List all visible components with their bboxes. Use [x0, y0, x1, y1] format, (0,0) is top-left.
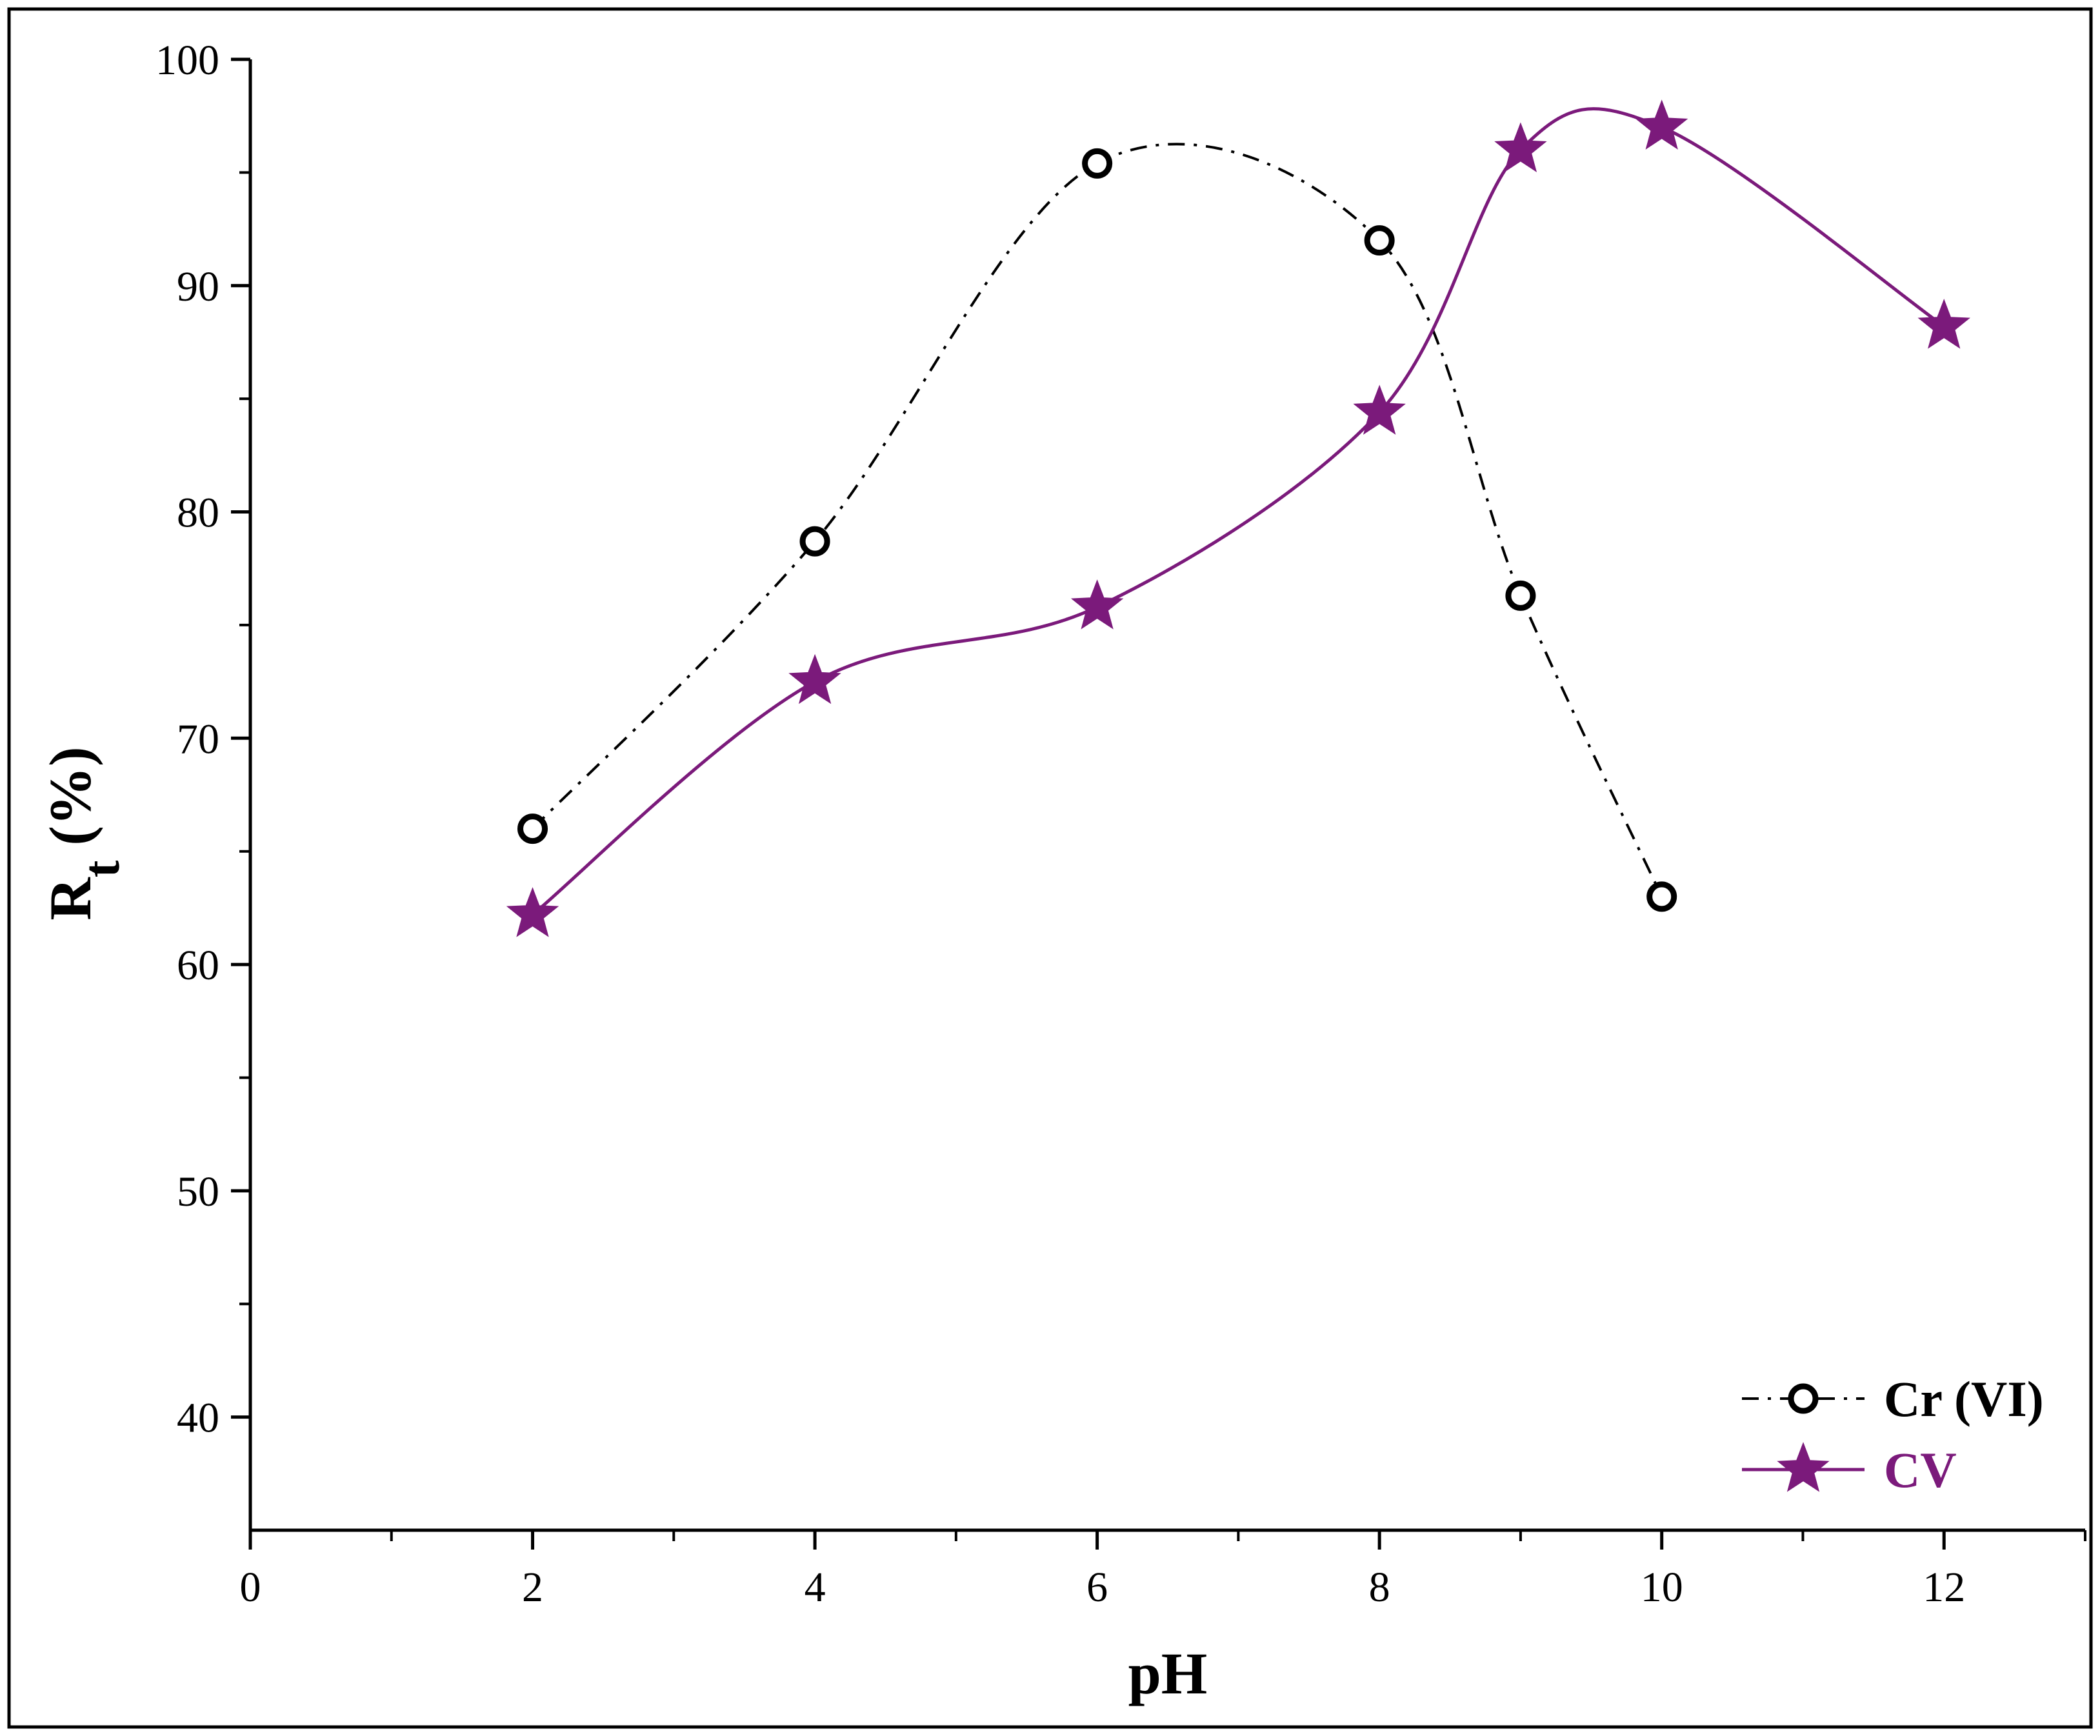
data-point-1-0 — [506, 887, 559, 937]
y-tick-label: 60 — [177, 942, 219, 989]
series-line-0 — [532, 143, 1663, 897]
data-point-1-2 — [1070, 579, 1124, 630]
y-tick-label: 40 — [177, 1395, 219, 1442]
axes-layer: 0 2 4 6 8 10 12 40 50 60 70 80 90 100 — [155, 37, 2086, 1611]
data-point-1-6 — [1917, 299, 1970, 349]
y-tick-label: 90 — [177, 263, 219, 310]
data-point-0-2 — [1082, 148, 1113, 179]
x-tick-label: 12 — [1923, 1564, 1965, 1611]
y-axis-title-suffix: (%) — [37, 746, 103, 860]
legend-marker-0 — [1788, 1383, 1819, 1414]
y-tick-label: 70 — [177, 715, 219, 763]
y-axis-title: Rt (%) — [37, 746, 130, 920]
y-axis-title-subscript: t — [74, 860, 130, 877]
legend-label-1: CV — [1884, 1442, 1957, 1498]
x-tick-label: 0 — [240, 1564, 261, 1611]
x-tick-label: 8 — [1369, 1564, 1390, 1611]
data-point-1-1 — [788, 653, 841, 704]
x-tick-label: 10 — [1641, 1564, 1683, 1611]
y-tick-label: 50 — [177, 1168, 219, 1215]
legend-label-0: Cr (VI) — [1884, 1371, 2044, 1427]
figure-frame — [7, 7, 2093, 1729]
data-point-0-0 — [517, 813, 548, 844]
series-layer — [506, 99, 1970, 937]
x-tick-label: 6 — [1086, 1564, 1108, 1611]
legend-marker-1 — [1777, 1442, 1830, 1492]
data-point-0-5 — [1646, 881, 1677, 912]
x-tick-label: 2 — [522, 1564, 543, 1611]
data-point-0-4 — [1505, 580, 1536, 611]
y-tick-label: 100 — [155, 37, 219, 84]
data-point-0-3 — [1364, 225, 1395, 256]
x-axis-title: pH — [1128, 1641, 1208, 1706]
data-point-0-1 — [799, 526, 830, 557]
data-point-1-5 — [1635, 99, 1688, 150]
legend: Cr (VI) CV — [1742, 1371, 2044, 1498]
x-tick-label: 4 — [805, 1564, 826, 1611]
data-point-1-3 — [1353, 384, 1406, 435]
y-axis-title-main: R — [37, 877, 103, 921]
data-point-1-4 — [1494, 122, 1547, 172]
y-tick-label: 80 — [177, 490, 219, 537]
